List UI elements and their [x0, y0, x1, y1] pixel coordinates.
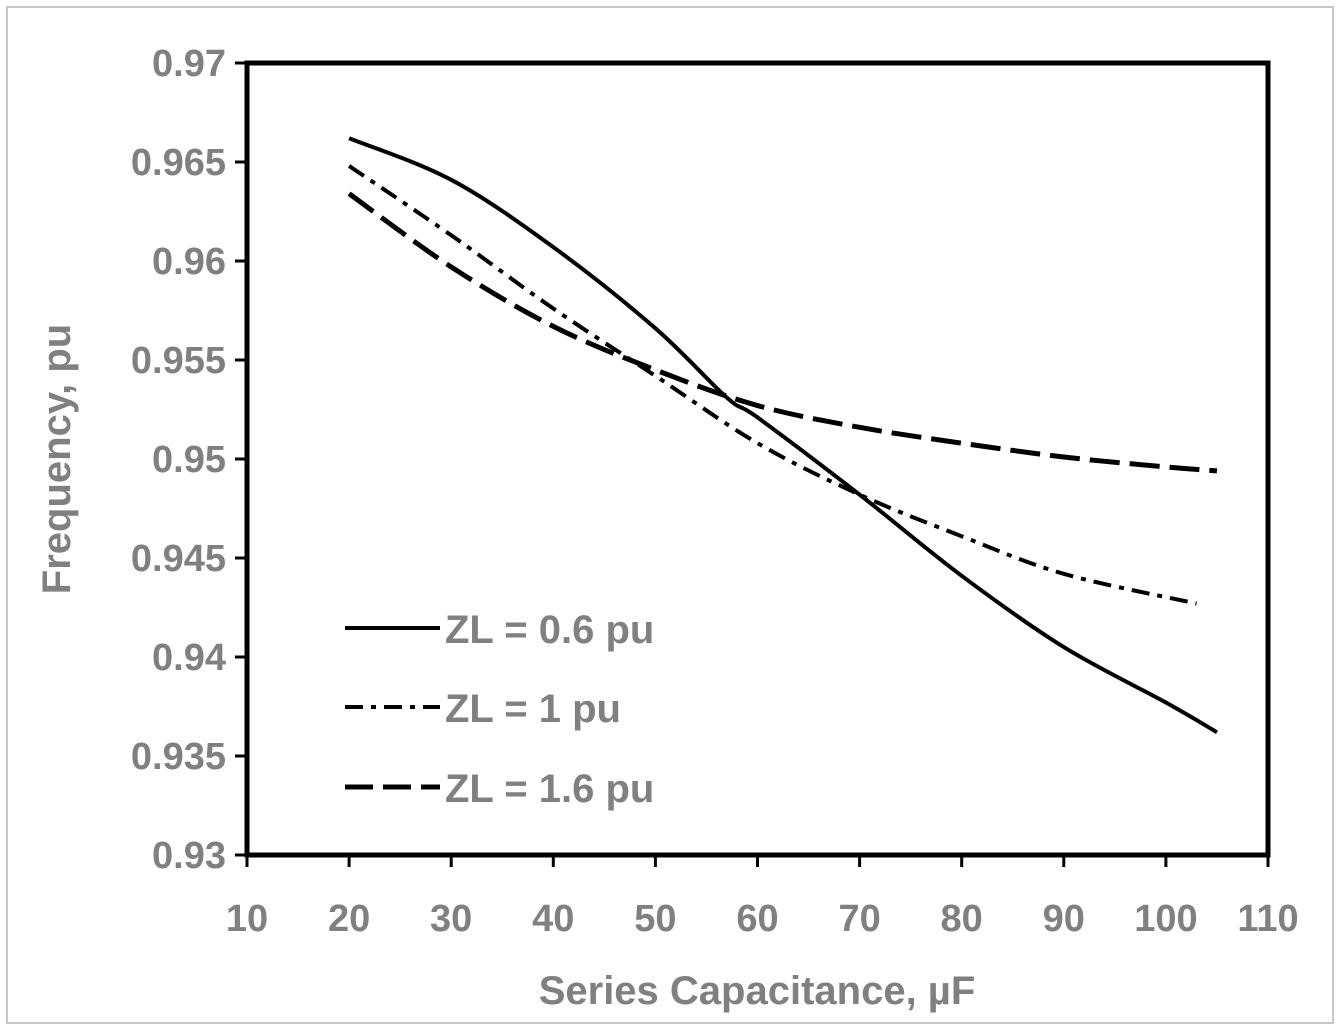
x-tick-label: 40 — [532, 898, 574, 940]
series-line-0 — [348, 136, 1218, 734]
y-axis-title: Frequency, pu — [35, 324, 79, 594]
x-tick-label: 60 — [736, 898, 778, 940]
legend-label-zl-1: ZL = 1 pu — [445, 687, 621, 731]
y-tick-label: 0.94 — [152, 637, 226, 679]
x-tick-label: 10 — [226, 898, 268, 940]
y-tick-label: 0.96 — [152, 241, 226, 283]
legend: ZL = 0.6 pu ZL = 1 pu ZL = 1.6 pu — [345, 608, 654, 811]
y-tick-label: 0.95 — [152, 439, 226, 481]
y-tick-label: 0.955 — [131, 340, 226, 382]
x-tick-label: 90 — [1043, 898, 1085, 940]
x-axis-ticks: 10 20 30 40 50 60 70 80 90 100 110 — [226, 855, 1299, 940]
x-tick-label: 110 — [1237, 898, 1298, 940]
series-line-1 — [347, 164, 1197, 606]
x-axis-title: Series Capacitance, µF — [539, 969, 976, 1013]
x-tick-label: 20 — [328, 898, 370, 940]
x-tick-label: 80 — [941, 898, 983, 940]
legend-label-zl-1-6: ZL = 1.6 pu — [445, 767, 654, 811]
x-tick-label: 50 — [634, 898, 676, 940]
series-line-2 — [347, 191, 1218, 474]
y-tick-label: 0.935 — [131, 736, 226, 778]
series-lines — [347, 136, 1218, 734]
y-tick-label: 0.945 — [131, 538, 226, 580]
x-tick-label: 100 — [1134, 898, 1197, 940]
x-tick-label: 70 — [838, 898, 880, 940]
x-tick-label: 30 — [430, 898, 472, 940]
y-axis-ticks: 0.93 0.935 0.94 0.945 0.95 0.955 0.96 0.965 0.97 — [131, 43, 247, 877]
legend-label-zl-0-6: ZL = 0.6 pu — [445, 608, 654, 652]
y-tick-label: 0.97 — [152, 43, 226, 85]
y-tick-label: 0.93 — [152, 835, 226, 877]
y-tick-label: 0.965 — [131, 142, 226, 184]
plot-area — [244, 60, 1271, 858]
